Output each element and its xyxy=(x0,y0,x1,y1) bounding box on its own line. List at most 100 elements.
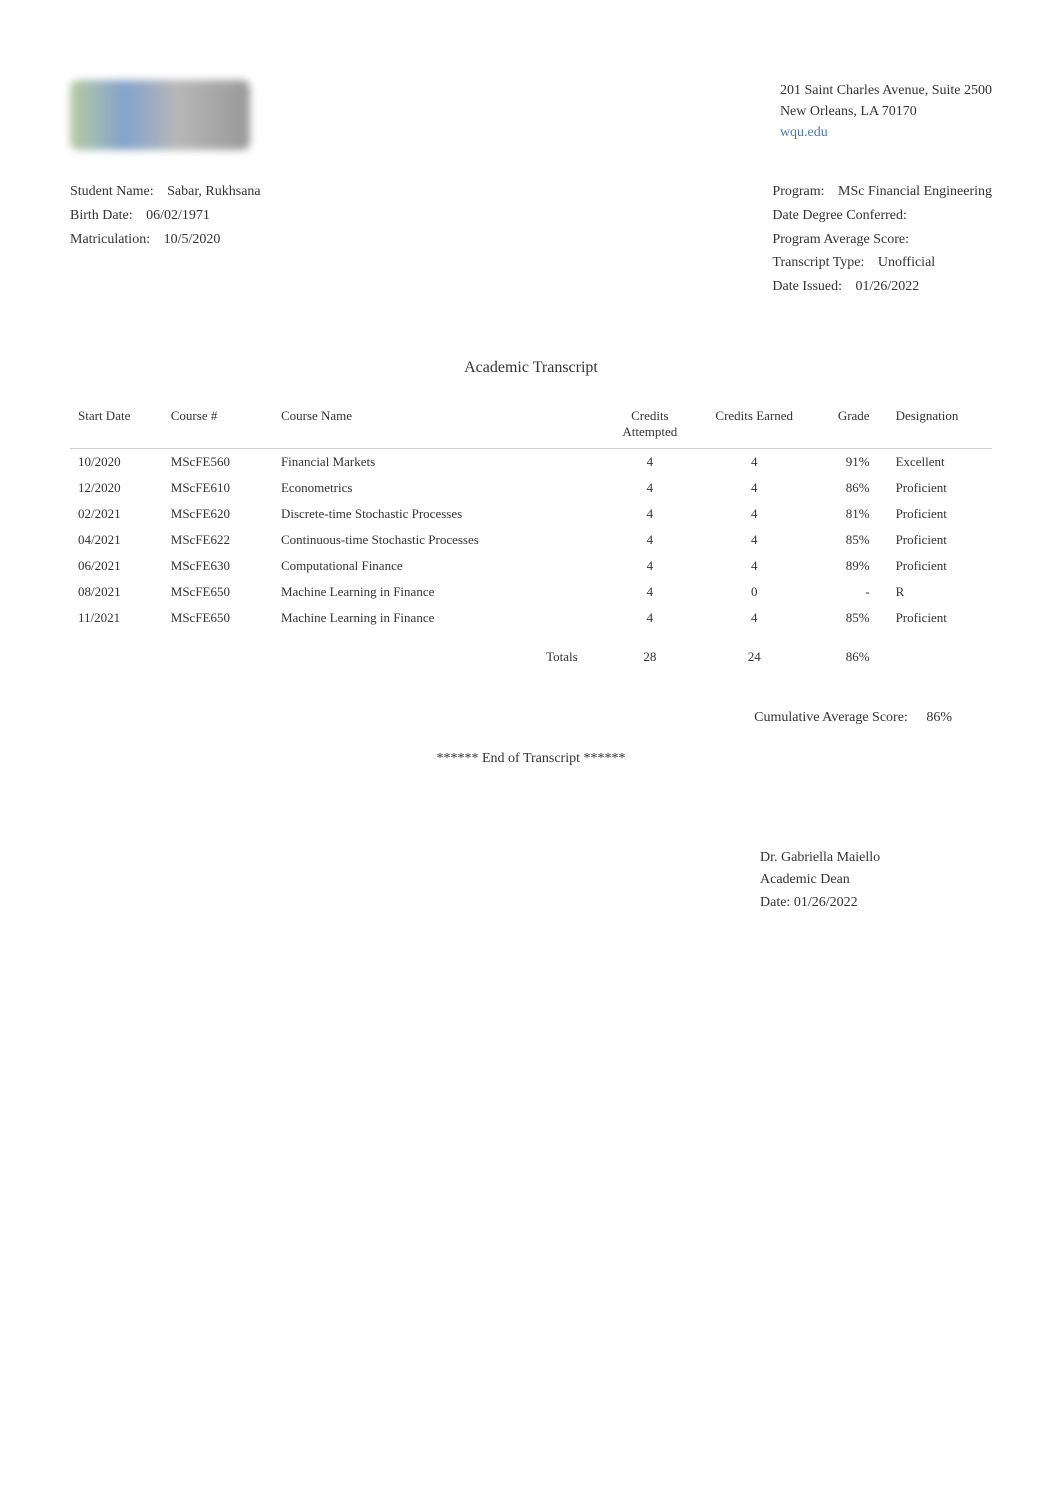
cell-course-name: Computational Finance xyxy=(273,553,598,579)
date-issued-value: 01/26/2022 xyxy=(856,279,920,294)
cell-course-name: Financial Markets xyxy=(273,448,598,475)
cell-grade: 89% xyxy=(806,553,887,579)
address-line-1: 201 Saint Charles Avenue, Suite 2500 xyxy=(780,80,992,101)
website-link[interactable]: wqu.edu xyxy=(780,122,992,143)
th-course-num: Course # xyxy=(163,402,273,449)
cell-grade: 81% xyxy=(806,501,887,527)
cell-start-date: 10/2020 xyxy=(70,448,163,475)
cell-credits-earned: 4 xyxy=(702,448,806,475)
totals-credits-attempted: 28 xyxy=(598,631,702,670)
signatory-title: Academic Dean xyxy=(760,869,992,891)
cell-credits-attempted: 4 xyxy=(598,475,702,501)
cell-course-num: MScFE610 xyxy=(163,475,273,501)
transcript-type-label: Transcript Type: xyxy=(772,255,864,270)
birth-date-label: Birth Date: xyxy=(70,208,133,223)
institution-logo xyxy=(70,80,250,150)
date-issued-label: Date Issued: xyxy=(772,279,842,294)
cell-designation: R xyxy=(888,579,992,605)
student-info-block: Student Name: Sabar, Rukhsana Birth Date… xyxy=(70,180,261,299)
th-designation: Designation xyxy=(888,402,992,449)
th-credits-earned-text: Credits Earned xyxy=(715,408,793,423)
cell-course-num: MScFE650 xyxy=(163,605,273,631)
table-header: Start Date Course # Course Name Credits … xyxy=(70,402,992,449)
cell-course-num: MScFE622 xyxy=(163,527,273,553)
student-name-row: Student Name: Sabar, Rukhsana xyxy=(70,180,261,204)
cell-start-date: 06/2021 xyxy=(70,553,163,579)
cell-course-name: Machine Learning in Finance xyxy=(273,605,598,631)
program-row: Program: MSc Financial Engineering xyxy=(772,180,992,204)
table-row: 08/2021MScFE650Machine Learning in Finan… xyxy=(70,579,992,605)
cell-credits-earned: 4 xyxy=(702,501,806,527)
student-name-value: Sabar, Rukhsana xyxy=(167,184,261,199)
cell-designation: Excellent xyxy=(888,448,992,475)
cell-grade: 91% xyxy=(806,448,887,475)
program-label: Program: xyxy=(772,184,824,199)
transcript-table: Start Date Course # Course Name Credits … xyxy=(70,402,992,670)
cell-grade: 85% xyxy=(806,527,887,553)
cumulative-row: Cumulative Average Score: 86% xyxy=(70,710,992,726)
matriculation-row: Matriculation: 10/5/2020 xyxy=(70,228,261,252)
cell-credits-attempted: 4 xyxy=(598,501,702,527)
student-name-label: Student Name: xyxy=(70,184,154,199)
end-of-transcript-marker: ****** End of Transcript ****** xyxy=(70,751,992,767)
signature-date-value: 01/26/2022 xyxy=(794,895,858,910)
signatory-name: Dr. Gabriella Maiello xyxy=(760,847,992,869)
cell-course-num: MScFE650 xyxy=(163,579,273,605)
signature-date-row: Date: 01/26/2022 xyxy=(760,892,992,914)
cell-credits-attempted: 4 xyxy=(598,527,702,553)
th-credits-attempted: Credits Attempted xyxy=(598,402,702,449)
cell-start-date: 02/2021 xyxy=(70,501,163,527)
cell-course-num: MScFE630 xyxy=(163,553,273,579)
cell-credits-earned: 4 xyxy=(702,553,806,579)
totals-credits-earned: 24 xyxy=(702,631,806,670)
cell-designation: Proficient xyxy=(888,605,992,631)
table-row: 10/2020MScFE560Financial Markets4491%Exc… xyxy=(70,448,992,475)
address-block: 201 Saint Charles Avenue, Suite 2500 New… xyxy=(780,80,992,150)
table-row: 06/2021MScFE630Computational Finance4489… xyxy=(70,553,992,579)
cell-credits-attempted: 4 xyxy=(598,553,702,579)
degree-conferred-row: Date Degree Conferred: xyxy=(772,204,992,228)
th-grade: Grade xyxy=(806,402,887,449)
program-info-block: Program: MSc Financial Engineering Date … xyxy=(772,180,992,299)
transcript-title: Academic Transcript xyxy=(70,359,992,377)
date-issued-row: Date Issued: 01/26/2022 xyxy=(772,275,992,299)
table-header-row: Start Date Course # Course Name Credits … xyxy=(70,402,992,449)
cell-course-name: Discrete-time Stochastic Processes xyxy=(273,501,598,527)
table-row: 12/2020MScFE610Econometrics4486%Proficie… xyxy=(70,475,992,501)
cumulative-value: 86% xyxy=(926,710,952,725)
cell-course-num: MScFE560 xyxy=(163,448,273,475)
degree-conferred-label: Date Degree Conferred: xyxy=(772,208,906,223)
avg-score-row: Program Average Score: xyxy=(772,228,992,252)
cell-start-date: 11/2021 xyxy=(70,605,163,631)
cell-start-date: 04/2021 xyxy=(70,527,163,553)
cell-designation: Proficient xyxy=(888,553,992,579)
cell-credits-attempted: 4 xyxy=(598,579,702,605)
cell-designation: Proficient xyxy=(888,475,992,501)
totals-row: Totals282486% xyxy=(70,631,992,670)
cell-designation: Proficient xyxy=(888,501,992,527)
birth-date-row: Birth Date: 06/02/1971 xyxy=(70,204,261,228)
header-section: 201 Saint Charles Avenue, Suite 2500 New… xyxy=(70,80,992,150)
th-start-date: Start Date xyxy=(70,402,163,449)
cell-grade: - xyxy=(806,579,887,605)
avg-score-label: Program Average Score: xyxy=(772,232,909,247)
cell-credits-attempted: 4 xyxy=(598,448,702,475)
cell-credits-earned: 4 xyxy=(702,605,806,631)
cell-grade: 85% xyxy=(806,605,887,631)
signature-date-label: Date: xyxy=(760,895,790,910)
cell-course-name: Machine Learning in Finance xyxy=(273,579,598,605)
matriculation-value: 10/5/2020 xyxy=(164,232,221,247)
birth-date-value: 06/02/1971 xyxy=(146,208,210,223)
cell-course-num: MScFE620 xyxy=(163,501,273,527)
cell-credits-attempted: 4 xyxy=(598,605,702,631)
totals-label: Totals xyxy=(273,631,598,670)
totals-grade: 86% xyxy=(806,631,887,670)
table-row: 11/2021MScFE650Machine Learning in Finan… xyxy=(70,605,992,631)
table-row: 02/2021MScFE620Discrete-time Stochastic … xyxy=(70,501,992,527)
info-section: Student Name: Sabar, Rukhsana Birth Date… xyxy=(70,180,992,299)
table-row: 04/2021MScFE622Continuous-time Stochasti… xyxy=(70,527,992,553)
program-value: MSc Financial Engineering xyxy=(838,184,992,199)
cell-course-name: Continuous-time Stochastic Processes xyxy=(273,527,598,553)
cell-credits-earned: 0 xyxy=(702,579,806,605)
address-line-2: New Orleans, LA 70170 xyxy=(780,101,992,122)
